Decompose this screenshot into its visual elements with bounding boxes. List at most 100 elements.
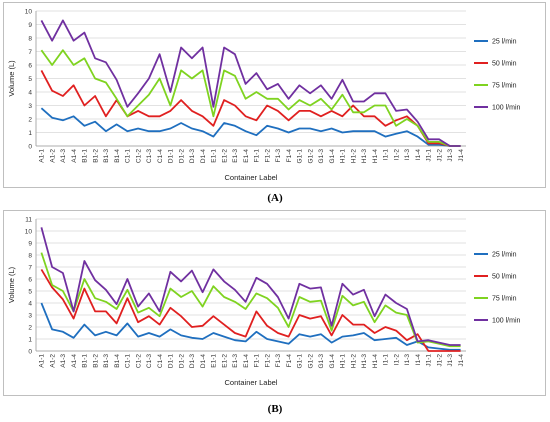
x-tick-label: A1-4 <box>71 354 78 368</box>
x-tick-label: I1-3 <box>404 354 411 366</box>
x-tick-label: F1-4 <box>286 149 293 163</box>
x-tick-label: C1-4 <box>157 354 164 368</box>
x-tick-label: H1-1 <box>340 354 347 368</box>
y-tick-label: 4 <box>28 89 32 96</box>
x-tick-label: G1-4 <box>329 354 336 369</box>
y-tick-label: 5 <box>28 288 32 295</box>
x-tick-label: J1-3 <box>447 354 454 367</box>
x-tick-label: G1-2 <box>307 354 314 369</box>
x-tick-label: E1-4 <box>243 149 250 163</box>
x-tick-label: F1-3 <box>275 354 282 368</box>
chart-panel-b: 0 1 2 3 4 5 6 7 8 9 10 11 A1-1 A1-2 A1-3 A1-4 B1-1 B1-2 B1… <box>3 210 546 396</box>
legend-label: 100 l/min <box>492 105 521 112</box>
x-tick-label: J1-4 <box>458 149 465 162</box>
x-tick-label: H1-2 <box>350 354 357 368</box>
x-axis-title: Container Label <box>225 173 278 182</box>
x-tick-label: B1-2 <box>92 149 99 163</box>
y-tick-label: 9 <box>28 22 32 29</box>
legend-label: 25 l/min <box>492 39 517 46</box>
x-tick-label: C1-4 <box>157 149 164 163</box>
x-tick-label: F1-2 <box>264 149 271 163</box>
y-axis-title: Volume (L) <box>7 60 16 97</box>
x-axis-title: Container Label <box>225 378 278 387</box>
x-tick-label: E1-1 <box>211 354 218 368</box>
x-tick-label: C1-1 <box>125 149 132 163</box>
x-tick-label: A1-3 <box>60 354 67 368</box>
x-tick-label: G1-2 <box>307 149 314 164</box>
x-tick-label: D1-1 <box>168 149 175 163</box>
x-tick-label: C1-1 <box>125 354 132 368</box>
x-tick-label: F1-3 <box>275 149 282 163</box>
x-tick-label: D1-3 <box>189 354 196 368</box>
x-tick-label: I1-1 <box>383 149 390 161</box>
y-tick-label: 2 <box>28 116 32 123</box>
series-line-50-l-min <box>40 268 461 352</box>
x-tick-label: J1-4 <box>458 354 465 367</box>
x-tick-label: D1-4 <box>200 149 207 163</box>
x-tick-label: A1-3 <box>60 149 67 163</box>
x-tick-label: D1-2 <box>178 149 185 163</box>
y-tick-label: 10 <box>25 228 33 235</box>
line-chart-a: 0 1 2 3 4 5 6 7 8 9 10 A1-1 A1-2 A1-3 A1-4 B1-1 B1-2 B1-3… <box>7 8 521 182</box>
y-tick-label: 1 <box>28 336 32 343</box>
x-tick-label: A1-2 <box>49 354 56 368</box>
x-tick-label: J1-1 <box>426 354 433 367</box>
x-tick-label: B1-1 <box>82 354 89 368</box>
y-tick-label: 7 <box>28 264 32 271</box>
x-tick-label: F1-1 <box>254 354 261 368</box>
x-tick-label: I1-2 <box>393 149 400 161</box>
series-line-100-l-min <box>40 227 461 346</box>
x-tick-label: G1-3 <box>318 149 325 164</box>
x-tick-label: C1-3 <box>146 149 153 163</box>
y-tick-label: 8 <box>28 252 32 259</box>
y-tick-label: 0 <box>28 143 32 150</box>
x-tick-label: J1-1 <box>426 149 433 162</box>
x-tick-label: G1-1 <box>297 149 304 164</box>
y-axis-title: Volume (L) <box>7 266 16 303</box>
x-tick-label: G1-4 <box>329 149 336 164</box>
x-tick-label: G1-3 <box>318 354 325 369</box>
series-line-75-l-min <box>40 49 461 147</box>
x-tick-label: B1-4 <box>114 354 121 368</box>
legend-label: 100 l/min <box>492 318 521 325</box>
x-tick-label: B1-2 <box>92 354 99 368</box>
x-tick-label: I1-4 <box>415 354 422 366</box>
series-line-25-l-min <box>40 107 461 147</box>
x-tick-label: A1-4 <box>71 149 78 163</box>
series-line-25-l-min <box>40 302 461 351</box>
y-tick-label: 7 <box>28 49 32 56</box>
y-tick-label: 3 <box>28 103 32 110</box>
y-tick-label: 8 <box>28 35 32 42</box>
legend-label: 25 l/min <box>492 252 517 259</box>
y-tick-label: 6 <box>28 276 32 283</box>
series-line-100-l-min <box>40 19 461 147</box>
x-tick-label: A1-1 <box>39 354 46 368</box>
x-tick-label: E1-1 <box>211 149 218 163</box>
x-tick-label: A1-1 <box>39 149 46 163</box>
x-tick-label: H1-4 <box>372 149 379 163</box>
x-tick-label: C1-2 <box>135 354 142 368</box>
legend-label: 75 l/min <box>492 296 517 303</box>
line-chart-b: 0 1 2 3 4 5 6 7 8 9 10 11 A1-1 A1-2 A1-3 A1-4 B1-1 B1-2 B1… <box>7 216 521 387</box>
x-tick-label: D1-1 <box>168 354 175 368</box>
x-tick-label: E1-4 <box>243 354 250 368</box>
legend-label: 50 l/min <box>492 61 517 68</box>
y-tick-label: 4 <box>28 300 32 307</box>
series-line-75-l-min <box>40 252 461 348</box>
legend-label: 50 l/min <box>492 274 517 281</box>
x-tick-label: I1-2 <box>393 354 400 366</box>
y-tick-label: 9 <box>28 240 32 247</box>
y-tick-label: 10 <box>25 8 33 15</box>
x-tick-label: E1-3 <box>232 149 239 163</box>
x-tick-label: A1-2 <box>49 149 56 163</box>
x-tick-label: I1-3 <box>404 149 411 161</box>
x-tick-label: D1-2 <box>178 354 185 368</box>
x-tick-label: E1-3 <box>232 354 239 368</box>
x-tick-label: H1-3 <box>361 354 368 368</box>
x-tick-label: H1-2 <box>350 149 357 163</box>
x-tick-label: E1-2 <box>221 354 228 368</box>
x-tick-label: H1-4 <box>372 354 379 368</box>
x-tick-label: J1-2 <box>436 354 443 367</box>
x-tick-label: D1-4 <box>200 354 207 368</box>
y-tick-label: 6 <box>28 62 32 69</box>
